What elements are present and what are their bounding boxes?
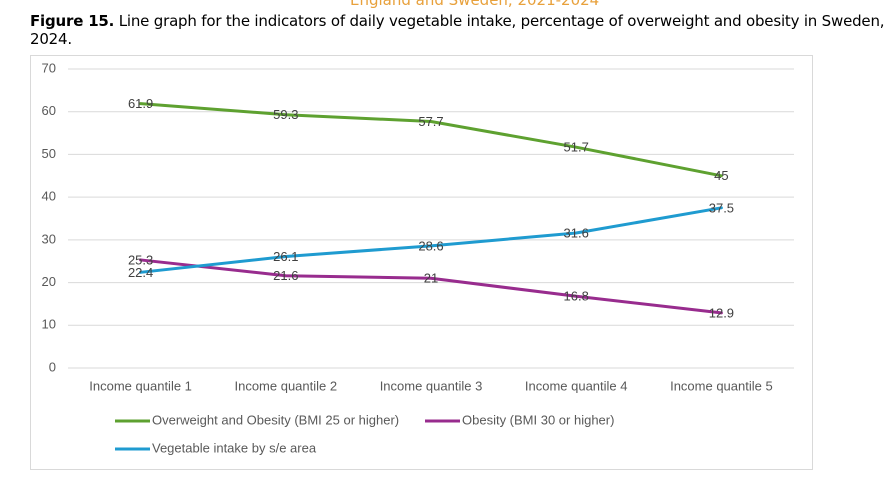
- legend-label: Vegetable intake by s/e area: [152, 440, 317, 455]
- data-label: 16.8: [564, 289, 589, 304]
- legend-label: Obesity (BMI 30 or higher): [462, 412, 614, 427]
- x-tick-label: Income quantile 4: [525, 378, 628, 393]
- x-tick-label: Income quantile 2: [234, 378, 337, 393]
- data-label: 45: [714, 168, 728, 183]
- data-label: 59.3: [273, 107, 298, 122]
- data-label: 21.6: [273, 268, 298, 283]
- series-line: [139, 258, 723, 315]
- data-label: 31.6: [564, 225, 589, 240]
- data-label: 57.7: [418, 114, 443, 129]
- y-tick-label: 60: [42, 103, 56, 118]
- figure-caption: Figure 15. Line graph for the indicators…: [30, 12, 890, 48]
- series-line: [139, 206, 723, 274]
- legend-label: Overweight and Obesity (BMI 25 or higher…: [152, 412, 399, 427]
- header-fragment: England and Sweden, 2021-2024: [350, 0, 600, 9]
- data-label: 26.1: [273, 249, 298, 264]
- figure-label: Figure 15.: [30, 12, 115, 30]
- series-line: [139, 102, 723, 178]
- chart-frame: [30, 55, 813, 470]
- data-label: 28.6: [418, 238, 443, 253]
- data-label: 25.3: [128, 252, 153, 267]
- y-tick-label: 20: [42, 274, 56, 289]
- x-tick-label: Income quantile 1: [89, 378, 192, 393]
- data-label: 22.4: [128, 265, 153, 280]
- y-tick-label: 40: [42, 189, 56, 204]
- data-label: 61.9: [128, 96, 153, 111]
- x-tick-label: Income quantile 5: [670, 378, 773, 393]
- chart-title: Line graph for the indicators of daily v…: [30, 12, 885, 48]
- data-label: 12.9: [709, 305, 734, 320]
- x-tick-label: Income quantile 3: [380, 378, 483, 393]
- y-tick-label: 10: [42, 317, 56, 332]
- data-label: 21: [424, 271, 438, 286]
- data-label: 51.7: [564, 140, 589, 155]
- y-tick-label: 50: [42, 146, 56, 161]
- data-label: 37.5: [709, 200, 734, 215]
- y-tick-label: 0: [49, 359, 56, 374]
- y-tick-label: 30: [42, 231, 56, 246]
- y-tick-label: 70: [42, 60, 56, 75]
